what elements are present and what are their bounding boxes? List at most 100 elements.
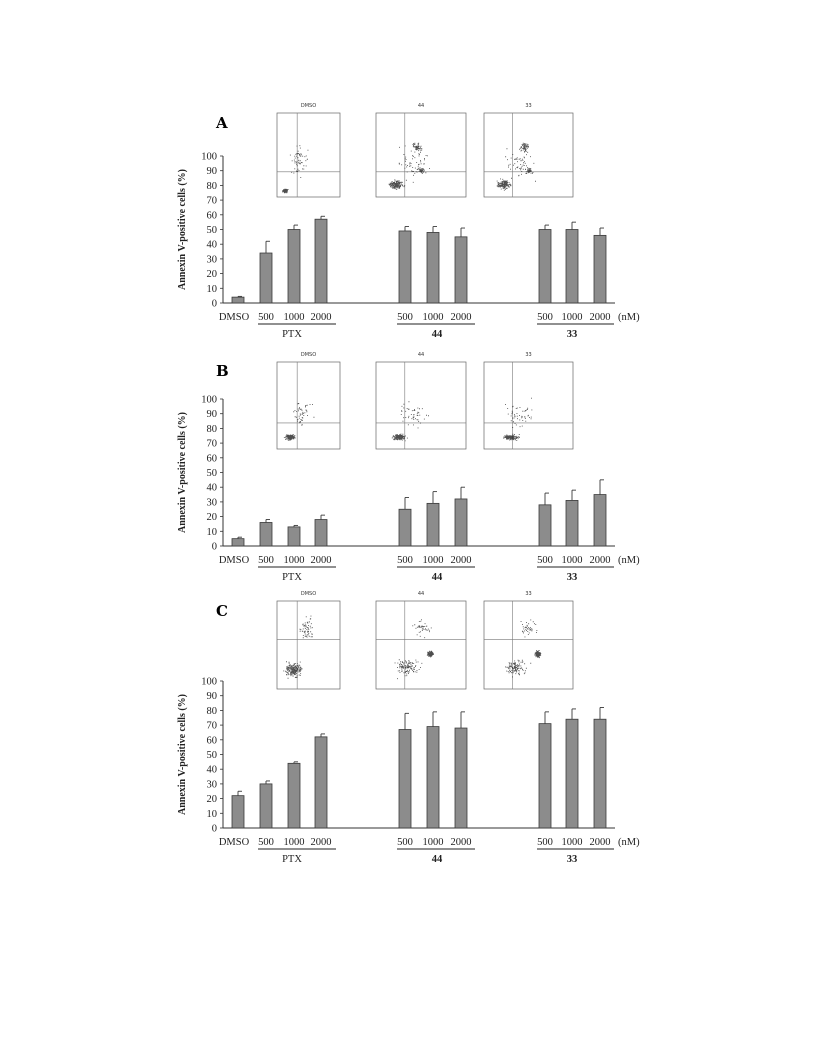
y-tick-label: 100	[201, 395, 217, 406]
category-label: 500	[258, 312, 274, 323]
category-label: 500	[258, 555, 274, 566]
flow-inset-1: DMSO	[276, 591, 341, 690]
category-label: 2000	[311, 312, 332, 323]
category-label: 500	[397, 312, 413, 323]
group-label: PTX	[282, 329, 302, 340]
bar	[398, 230, 412, 304]
category-label: 2000	[311, 837, 332, 848]
y-tick-label: 10	[207, 284, 218, 295]
y-tick-label: 10	[207, 809, 218, 820]
flow-inset-3: 33	[483, 352, 574, 450]
category-label: 500	[397, 837, 413, 848]
bar	[398, 729, 412, 829]
inset-frame	[276, 361, 341, 450]
category-label: 500	[537, 837, 553, 848]
y-tick-label: 20	[207, 794, 218, 805]
y-tick-label: 60	[207, 735, 218, 746]
chart-panel-a: A Annexin V-positive cells (%) 0 10 20 30 40 50…	[177, 103, 640, 340]
inset-frame	[375, 600, 467, 690]
y-tick-label: 50	[207, 225, 218, 236]
bar	[259, 522, 273, 547]
category-label: 1000	[284, 837, 305, 848]
category-label: 1000	[284, 312, 305, 323]
bar	[287, 762, 301, 829]
category-label: 2000	[451, 837, 472, 848]
bar	[259, 783, 273, 829]
category-label: 500	[537, 555, 553, 566]
flow-inset-3: 33	[483, 103, 574, 198]
bar	[231, 795, 245, 829]
bar	[231, 538, 245, 547]
bar	[287, 229, 301, 304]
y-tick-label: 70	[207, 439, 218, 450]
y-tick-label: 60	[207, 453, 218, 464]
category-label: 2000	[451, 555, 472, 566]
bar	[426, 232, 440, 304]
category-label: 1000	[284, 555, 305, 566]
bar	[259, 252, 273, 304]
inset-title: DMSO	[301, 352, 316, 358]
y-tick-label: 90	[207, 691, 218, 702]
bar	[565, 229, 579, 304]
group-label: PTX	[282, 854, 302, 865]
event-dots	[394, 619, 434, 680]
event-dots	[391, 401, 429, 442]
bar	[538, 504, 552, 547]
category-label: 2000	[451, 312, 472, 323]
category-label: 2000	[590, 555, 611, 566]
y-tick-label: 70	[207, 196, 218, 207]
y-tick-label: 80	[207, 706, 218, 717]
unit-label: (nM)	[618, 837, 640, 848]
y-axis-label: Annexin V-positive cells (%)	[177, 694, 188, 815]
y-tick-label: 20	[207, 512, 218, 523]
category-label: DMSO	[219, 555, 250, 566]
y-tick-label: 10	[207, 527, 218, 538]
category-label: 1000	[562, 312, 583, 323]
bar	[287, 526, 301, 547]
group-label: 44	[432, 854, 443, 865]
group-label: 44	[432, 572, 443, 583]
bar	[593, 494, 607, 547]
y-tick-label: 90	[207, 409, 218, 420]
bar	[314, 218, 328, 304]
chart-panel-c: C Annexin V-positive cells (%) 0 10 20 30 40 50…	[177, 591, 640, 865]
group-label: 33	[567, 572, 578, 583]
y-tick-label: 90	[207, 166, 218, 177]
bar	[454, 727, 468, 829]
panel-letter: A	[215, 114, 228, 132]
bar	[454, 498, 468, 547]
category-label: 1000	[423, 312, 444, 323]
bar	[565, 500, 579, 547]
y-tick-label: 60	[207, 210, 218, 221]
y-tick-label: 0	[212, 299, 217, 310]
y-tick-label: 40	[207, 483, 218, 494]
bar	[231, 296, 245, 304]
panel-letter: B	[216, 362, 229, 380]
unit-label: (nM)	[618, 312, 640, 323]
y-tick-label: 80	[207, 181, 218, 192]
group-label: 33	[567, 854, 578, 865]
flow-inset-1: DMSO	[276, 352, 341, 450]
y-tick-label: 80	[207, 424, 218, 435]
category-label: 1000	[423, 555, 444, 566]
y-tick-label: 100	[201, 152, 217, 163]
bar	[593, 718, 607, 829]
y-tick-label: 30	[207, 497, 218, 508]
panel-letter: C	[216, 602, 228, 620]
inset-title: DMSO	[301, 591, 316, 597]
flow-inset-2: 44	[375, 591, 467, 690]
inset-frame	[483, 600, 574, 690]
inset-title: 44	[418, 103, 424, 109]
inset-title: 33	[525, 352, 531, 358]
y-axis-label: Annexin V-positive cells (%)	[177, 412, 188, 533]
event-dots	[283, 615, 313, 679]
category-label: 500	[397, 555, 413, 566]
category-label: 500	[537, 312, 553, 323]
bar	[538, 723, 552, 829]
bar	[565, 718, 579, 829]
inset-frame	[483, 112, 574, 198]
category-label: 500	[258, 837, 274, 848]
y-tick-label: 50	[207, 750, 218, 761]
category-label: 1000	[423, 837, 444, 848]
